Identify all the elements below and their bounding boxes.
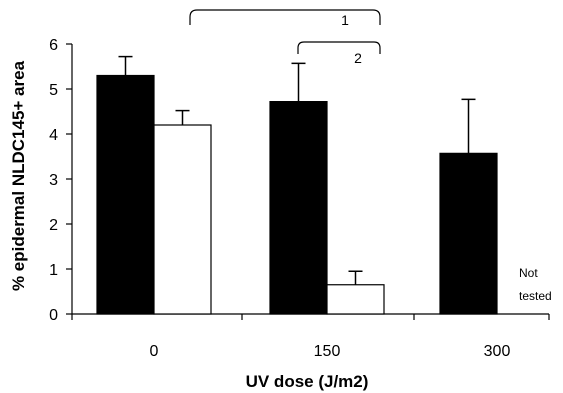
not-tested-note-line2: tested: [519, 289, 552, 303]
y-tick-label: 1: [49, 262, 58, 279]
bar: [269, 100, 328, 315]
x-tick-label: 150: [314, 343, 341, 360]
y-tick-label: 5: [49, 82, 58, 99]
x-tick-label: 0: [150, 343, 159, 360]
significance-bracket-2: [297, 41, 381, 54]
bar: [96, 74, 155, 315]
bar: [153, 124, 212, 315]
y-tick-label: 2: [49, 217, 58, 234]
bar: [326, 284, 385, 315]
x-tick-label: 300: [484, 343, 511, 360]
y-tick-label: 3: [49, 172, 58, 189]
y-tick-label: 0: [49, 307, 58, 324]
bracket-1-label: 1: [341, 12, 349, 28]
y-axis-title: % epidermal NLDC145+ area: [9, 60, 28, 291]
significance-bracket-1: [189, 9, 381, 25]
not-tested-note-line1: Not: [519, 266, 538, 280]
x-axis-title: UV dose (J/m2): [246, 372, 369, 391]
y-tick-label: 6: [49, 37, 58, 54]
bracket-2-label: 2: [354, 50, 362, 66]
bar: [439, 152, 498, 315]
y-tick-label: 4: [49, 127, 58, 144]
